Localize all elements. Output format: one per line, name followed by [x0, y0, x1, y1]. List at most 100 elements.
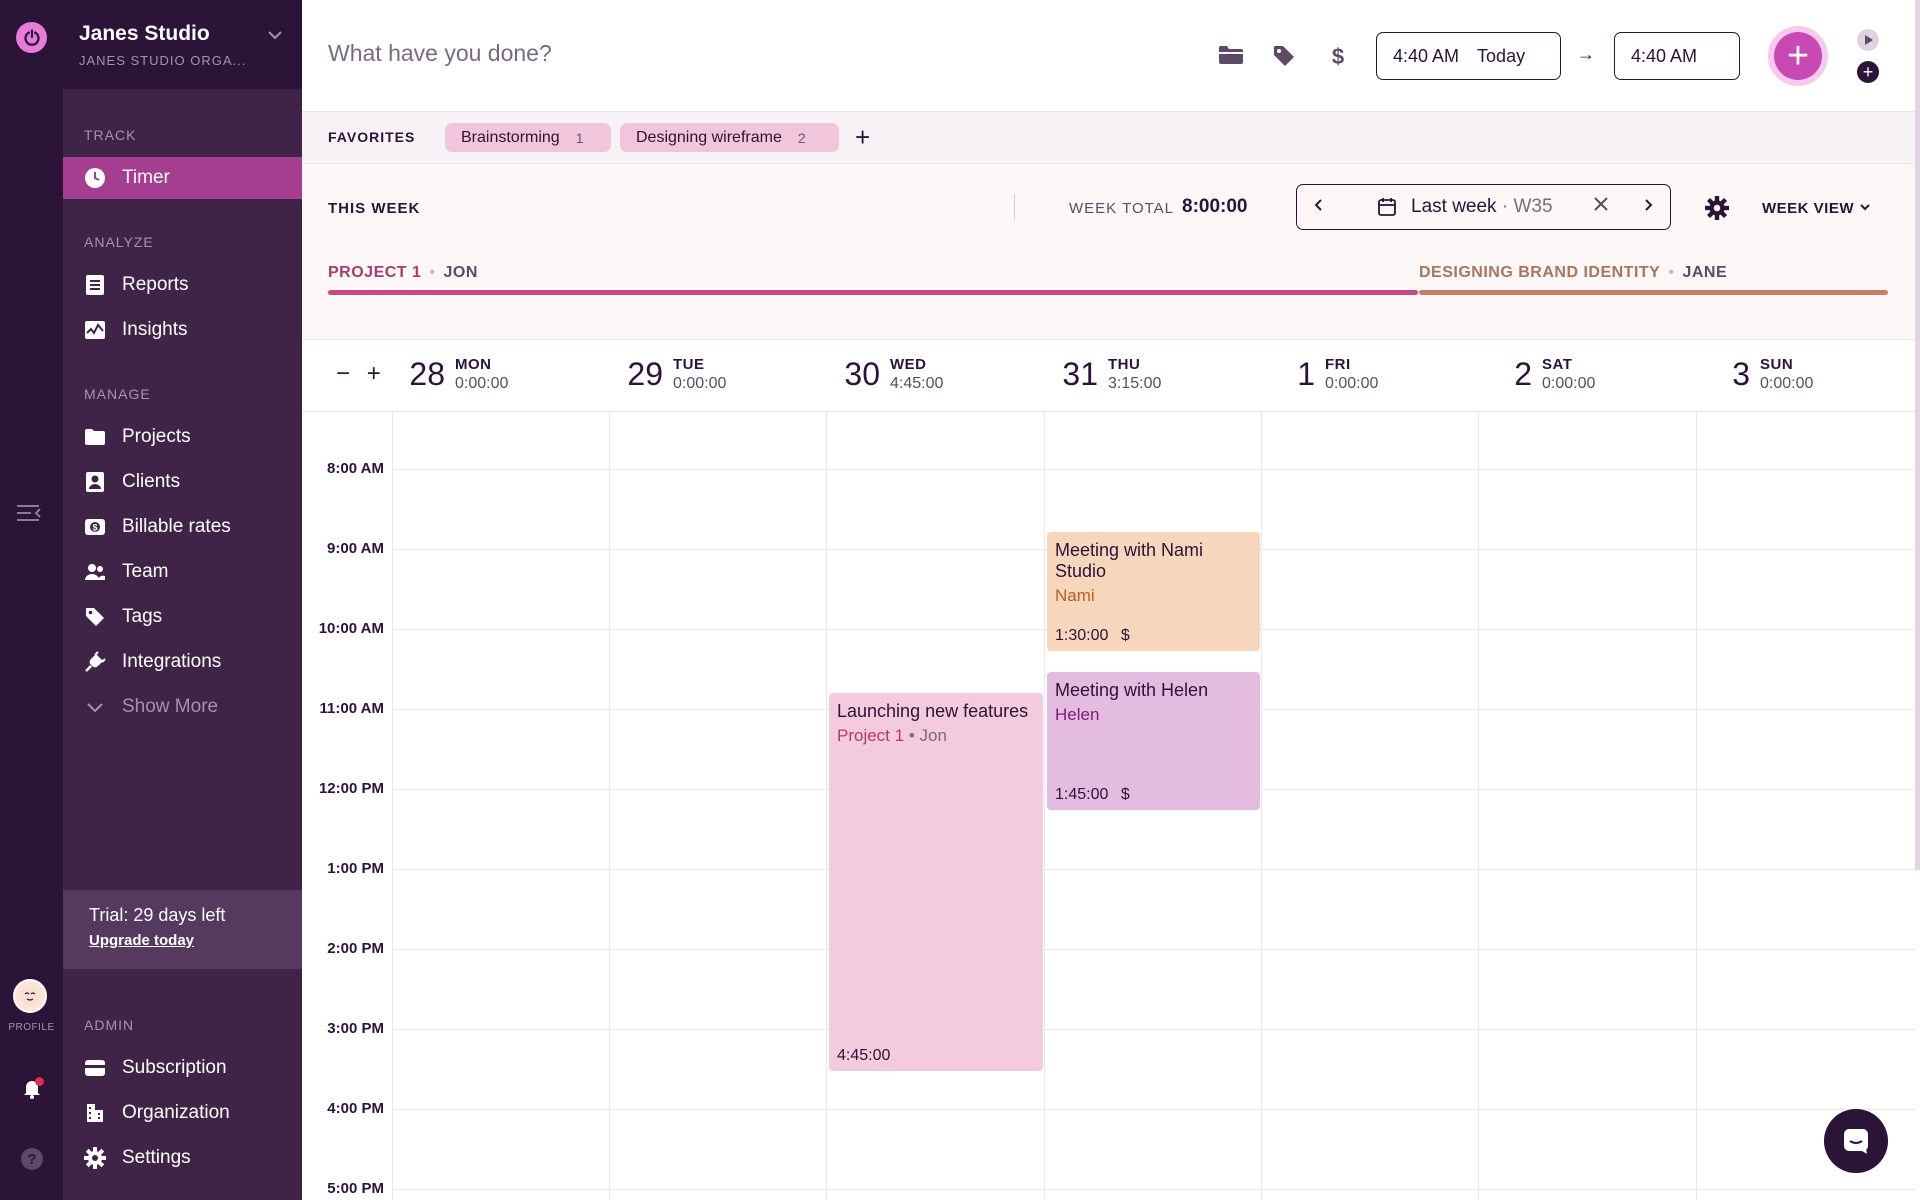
day-column-header[interactable]: 2 SAT 0:00:00 — [1514, 356, 1596, 400]
sidebar-item-settings[interactable]: Settings — [63, 1137, 302, 1179]
hour-label: 10:00 AM — [318, 620, 384, 637]
clock-icon — [84, 167, 106, 189]
day-name: FRI — [1325, 356, 1351, 373]
project-bar — [1419, 290, 1888, 295]
sidebar-item-insights[interactable]: Insights — [63, 309, 302, 351]
grid-line — [392, 1189, 1916, 1190]
entry-duration: 1:30:00 — [1055, 627, 1109, 644]
grid-line — [1261, 412, 1262, 1200]
sidebar-item-integrations[interactable]: Integrations — [63, 641, 302, 683]
favorite-name: Brainstorming — [461, 128, 560, 146]
day-total: 0:00:00 — [1542, 375, 1596, 392]
description-input[interactable]: What have you done? — [328, 40, 552, 66]
avatar[interactable] — [13, 979, 47, 1013]
workspace-switcher[interactable]: Janes Studio JANES STUDIO ORGA... — [63, 0, 302, 89]
calendar-icon[interactable] — [1377, 197, 1397, 217]
power-logo-icon[interactable] — [16, 22, 47, 53]
grid-line — [1696, 412, 1697, 1200]
sidebar-item-show-more[interactable]: Show More — [63, 686, 302, 728]
week-view-dropdown[interactable]: WEEK VIEW — [1762, 200, 1871, 217]
day-column-header[interactable]: 30 WED 4:45:00 — [844, 356, 943, 400]
notification-dot — [35, 1077, 44, 1086]
day-total: 3:15:00 — [1108, 375, 1162, 392]
sidebar-item-subscription[interactable]: Subscription — [63, 1047, 302, 1089]
sidebar-item-label: Billable rates — [122, 516, 231, 537]
time-entry[interactable]: Meeting with Nami Studio Nami 1:30:00 $ — [1047, 532, 1260, 651]
previous-week-button[interactable] — [1313, 196, 1325, 217]
timer-mode-play-icon[interactable] — [1857, 29, 1879, 51]
sidebar-item-timer[interactable]: Timer — [63, 157, 302, 199]
entry-member: Jon — [919, 726, 947, 745]
sidebar-item-organization[interactable]: Organization — [63, 1092, 302, 1134]
svg-text:$: $ — [1332, 44, 1344, 68]
entry-duration-row: 1:45:00 $ — [1055, 786, 1130, 804]
entry-duration: 4:45:00 — [837, 1047, 891, 1064]
day-column-header[interactable]: 28 MON 0:00:00 — [409, 356, 508, 400]
entry-title: Meeting with Helen — [1055, 680, 1209, 700]
entry-project-name: Project 1 — [837, 726, 905, 745]
start-time-field[interactable]: 4:40 AM Today — [1376, 32, 1561, 80]
billable-dollar-icon[interactable]: $ — [1328, 44, 1354, 69]
left-rail: PROFILE ? — [0, 0, 63, 1200]
zoom-out-button[interactable]: − — [336, 360, 351, 387]
chat-support-button[interactable] — [1824, 1109, 1888, 1173]
billable-dollar-icon: $ — [1120, 786, 1130, 803]
week-number: W35 — [1513, 196, 1553, 217]
time-entry[interactable]: Meeting with Helen Helen 1:45:00 $ — [1047, 672, 1260, 810]
week-picker: Last week · W35 — [1296, 184, 1671, 230]
project-bar — [328, 290, 1418, 295]
gear-icon[interactable] — [1705, 196, 1729, 220]
manual-mode-plus-icon[interactable]: + — [1857, 61, 1879, 83]
week-period[interactable]: Last week · W35 — [1411, 196, 1553, 218]
entry-project: Helen — [1055, 705, 1100, 724]
next-week-button[interactable] — [1642, 196, 1654, 217]
add-entry-button[interactable]: + — [1768, 26, 1828, 86]
sidebar-item-label: Tags — [122, 606, 163, 627]
entry-project: Project 1 • Jon — [837, 726, 947, 745]
day-number: 29 — [627, 356, 663, 392]
upgrade-link[interactable]: Upgrade today — [89, 932, 195, 949]
sidebar-item-label: Team — [122, 561, 169, 582]
calendar-grid[interactable]: 8:00 AM 9:00 AM 10:00 AM 11:00 AM 12:00 … — [302, 412, 1920, 1200]
day-number: 28 — [409, 356, 445, 392]
sidebar-item-billable-rates[interactable]: $ Billable rates — [63, 506, 302, 548]
start-time: 4:40 AM — [1393, 45, 1460, 66]
folder-icon[interactable] — [1218, 44, 1244, 68]
help-icon[interactable]: ? — [21, 1148, 43, 1170]
add-favorite-button[interactable]: + — [855, 122, 871, 152]
period-separator: · — [1496, 196, 1514, 217]
scrollbar[interactable] — [1915, 0, 1920, 870]
grid-line — [392, 469, 1916, 470]
day-column-header[interactable]: 3 SUN 0:00:00 — [1732, 356, 1813, 400]
clear-period-icon[interactable] — [1593, 195, 1609, 218]
collapse-menu-icon[interactable] — [14, 502, 44, 524]
day-column-header[interactable]: 31 THU 3:15:00 — [1062, 356, 1162, 400]
favorite-chip[interactable]: Brainstorming 1 — [445, 123, 611, 152]
favorite-name: Designing wireframe — [636, 128, 782, 146]
day-column-header[interactable]: 1 FRI 0:00:00 — [1297, 356, 1378, 400]
trial-banner: Trial: 29 days left Upgrade today — [63, 890, 302, 969]
sidebar-item-reports[interactable]: Reports — [63, 264, 302, 306]
insights-icon — [84, 319, 106, 341]
favorite-chip[interactable]: Designing wireframe 2 — [620, 123, 839, 152]
sidebar-item-projects[interactable]: Projects — [63, 416, 302, 458]
day-column-header[interactable]: 29 TUE 0:00:00 — [627, 356, 726, 400]
start-day: Today — [1477, 45, 1526, 66]
main-panel: What have you done? $ 4:40 AM Today → 4:… — [302, 0, 1920, 1200]
sidebar-item-team[interactable]: Team — [63, 551, 302, 593]
entry-duration-row: 1:30:00 $ — [1055, 627, 1130, 645]
sidebar: Janes Studio JANES STUDIO ORGA... TRACK … — [63, 0, 302, 1200]
tag-icon[interactable] — [1272, 44, 1298, 68]
building-icon — [84, 1102, 106, 1124]
end-time-field[interactable]: 4:40 AM — [1614, 32, 1740, 80]
folder-icon — [84, 426, 106, 448]
report-icon — [84, 274, 106, 296]
sidebar-item-label: Reports — [122, 274, 189, 295]
arrow-right-icon: → — [1577, 44, 1595, 64]
time-entry[interactable]: Launching new features Project 1 • Jon 4… — [829, 693, 1043, 1071]
sidebar-item-tags[interactable]: Tags — [63, 596, 302, 638]
zoom-in-button[interactable]: + — [366, 360, 381, 387]
hour-label: 3:00 PM — [327, 1020, 384, 1037]
sidebar-item-clients[interactable]: Clients — [63, 461, 302, 503]
day-header: − + 28 MON 0:00:00 29 TUE 0:00:00 30 WED… — [302, 340, 1920, 412]
